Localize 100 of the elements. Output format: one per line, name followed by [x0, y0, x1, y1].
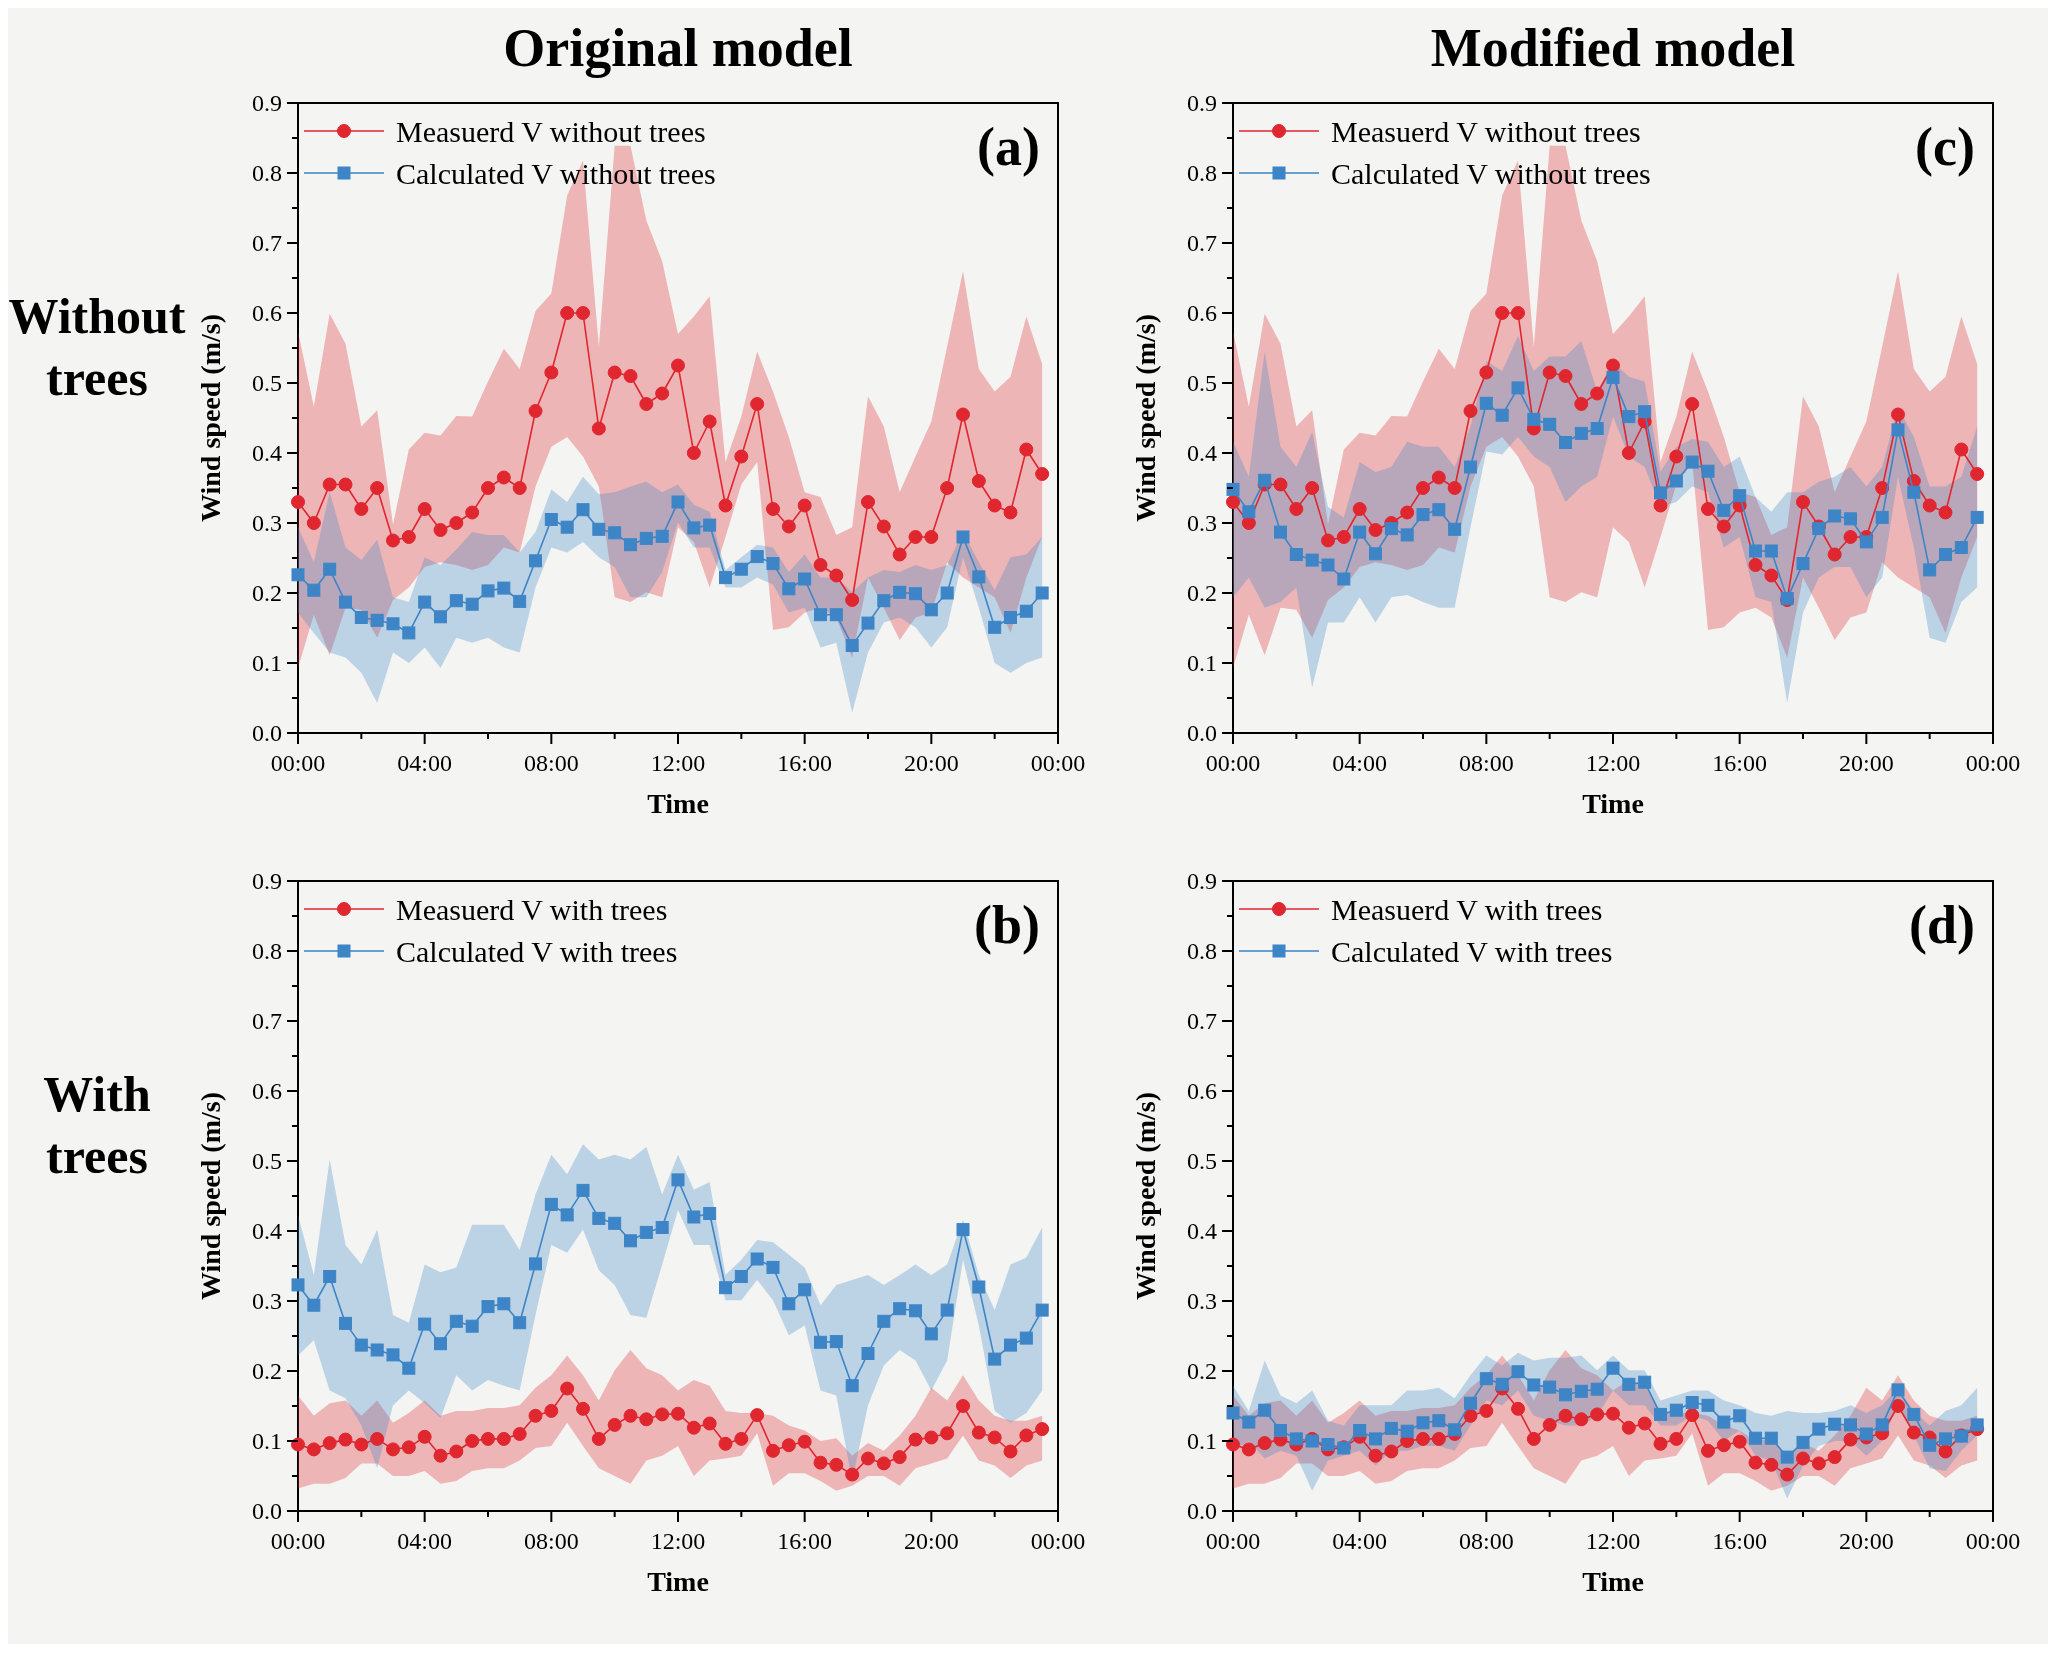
- point: [987, 498, 1002, 513]
- point: [702, 1416, 717, 1431]
- x-tick-label: 12:00: [1585, 1528, 1641, 1554]
- point: [719, 1281, 732, 1295]
- point: [1733, 1409, 1747, 1423]
- y-tick-label: 0.3: [252, 1288, 282, 1315]
- point: [1590, 386, 1605, 401]
- y-tick-label: 0.2: [252, 1358, 282, 1385]
- x-tick-label: 04:00: [397, 750, 452, 776]
- point: [1226, 482, 1240, 496]
- point: [1859, 1427, 1873, 1441]
- point: [560, 1208, 574, 1222]
- point: [971, 1425, 986, 1440]
- point: [1812, 1422, 1826, 1436]
- point: [1368, 523, 1383, 537]
- y-tick-label: 0.3: [1187, 510, 1217, 537]
- point: [1827, 1450, 1842, 1465]
- point: [401, 1440, 416, 1455]
- point: [861, 495, 875, 509]
- text: Without trees: [8, 288, 186, 406]
- x-tick-label: 20:00: [904, 750, 959, 776]
- point: [1004, 611, 1017, 624]
- x-tick-label: 08:00: [1459, 750, 1514, 776]
- point: [1447, 481, 1462, 495]
- point: [1954, 541, 1968, 554]
- point: [1511, 306, 1525, 320]
- point: [1035, 467, 1050, 481]
- point: [782, 582, 796, 596]
- point: [1400, 528, 1414, 542]
- point: [291, 1437, 305, 1452]
- y-tick-label: 0.7: [1187, 1008, 1217, 1035]
- x-tick-label: 12:00: [650, 750, 706, 776]
- point: [401, 530, 416, 544]
- point: [750, 1252, 764, 1266]
- y-tick-label: 0.9: [252, 90, 282, 117]
- point: [402, 626, 416, 640]
- point: [1464, 460, 1477, 474]
- point: [908, 1432, 923, 1447]
- point: [1654, 486, 1667, 500]
- point: [972, 570, 986, 584]
- point: [1970, 467, 1985, 481]
- point: [386, 1442, 400, 1457]
- x-axis-title: Time: [1582, 788, 1644, 819]
- point: [1464, 1396, 1477, 1410]
- point: [560, 306, 575, 320]
- point: [1764, 1431, 1778, 1445]
- point: [781, 519, 796, 534]
- point: [798, 1283, 812, 1297]
- y-tick-label: 0.4: [1187, 1218, 1217, 1245]
- x-tick-label: 04:00: [1332, 750, 1387, 776]
- point: [1479, 1403, 1494, 1418]
- x-tick-label: 00:00: [1205, 750, 1261, 776]
- point: [956, 530, 970, 544]
- x-tick-label: 20:00: [1839, 1528, 1894, 1554]
- point: [1939, 548, 1952, 561]
- point: [1669, 449, 1684, 464]
- point: [956, 407, 970, 422]
- point: [481, 584, 495, 598]
- point: [1384, 1444, 1399, 1459]
- point: [1416, 508, 1430, 522]
- y-tick-label: 0.7: [252, 1008, 282, 1035]
- point: [592, 522, 606, 536]
- point: [1242, 1415, 1256, 1429]
- point: [481, 1300, 495, 1314]
- y-tick-label: 0.8: [252, 160, 282, 187]
- point: [781, 1438, 796, 1453]
- point: [449, 1314, 463, 1328]
- y-tick-label: 0.7: [252, 230, 282, 257]
- point: [1432, 1414, 1446, 1428]
- point: [433, 523, 448, 537]
- point: [1416, 1416, 1430, 1430]
- point: [1891, 1383, 1905, 1397]
- point: [1226, 1406, 1240, 1420]
- point: [354, 611, 368, 624]
- point: [1574, 1384, 1588, 1398]
- point: [1844, 512, 1857, 526]
- point: [734, 562, 748, 576]
- point: [607, 365, 622, 380]
- point: [639, 531, 653, 545]
- point: [608, 526, 622, 540]
- x-tick-label: 16:00: [1712, 1528, 1767, 1554]
- point: [686, 1420, 701, 1435]
- point: [1796, 557, 1810, 571]
- point: [655, 529, 669, 543]
- point: [607, 1417, 622, 1432]
- x-tick-label: 00:00: [1965, 750, 2021, 776]
- point: [1954, 442, 1969, 457]
- point: [1258, 473, 1272, 487]
- point: [528, 1408, 543, 1423]
- point: [671, 358, 685, 373]
- x-axis-title: Time: [647, 1566, 709, 1597]
- point: [1621, 1420, 1636, 1435]
- point: [560, 520, 574, 534]
- point: [1685, 1408, 1700, 1423]
- point: [1606, 358, 1620, 373]
- point: [465, 1434, 480, 1448]
- point: [766, 1443, 780, 1458]
- point: [1257, 1436, 1272, 1451]
- point: [386, 617, 400, 631]
- annotation: (c): [1915, 117, 1975, 177]
